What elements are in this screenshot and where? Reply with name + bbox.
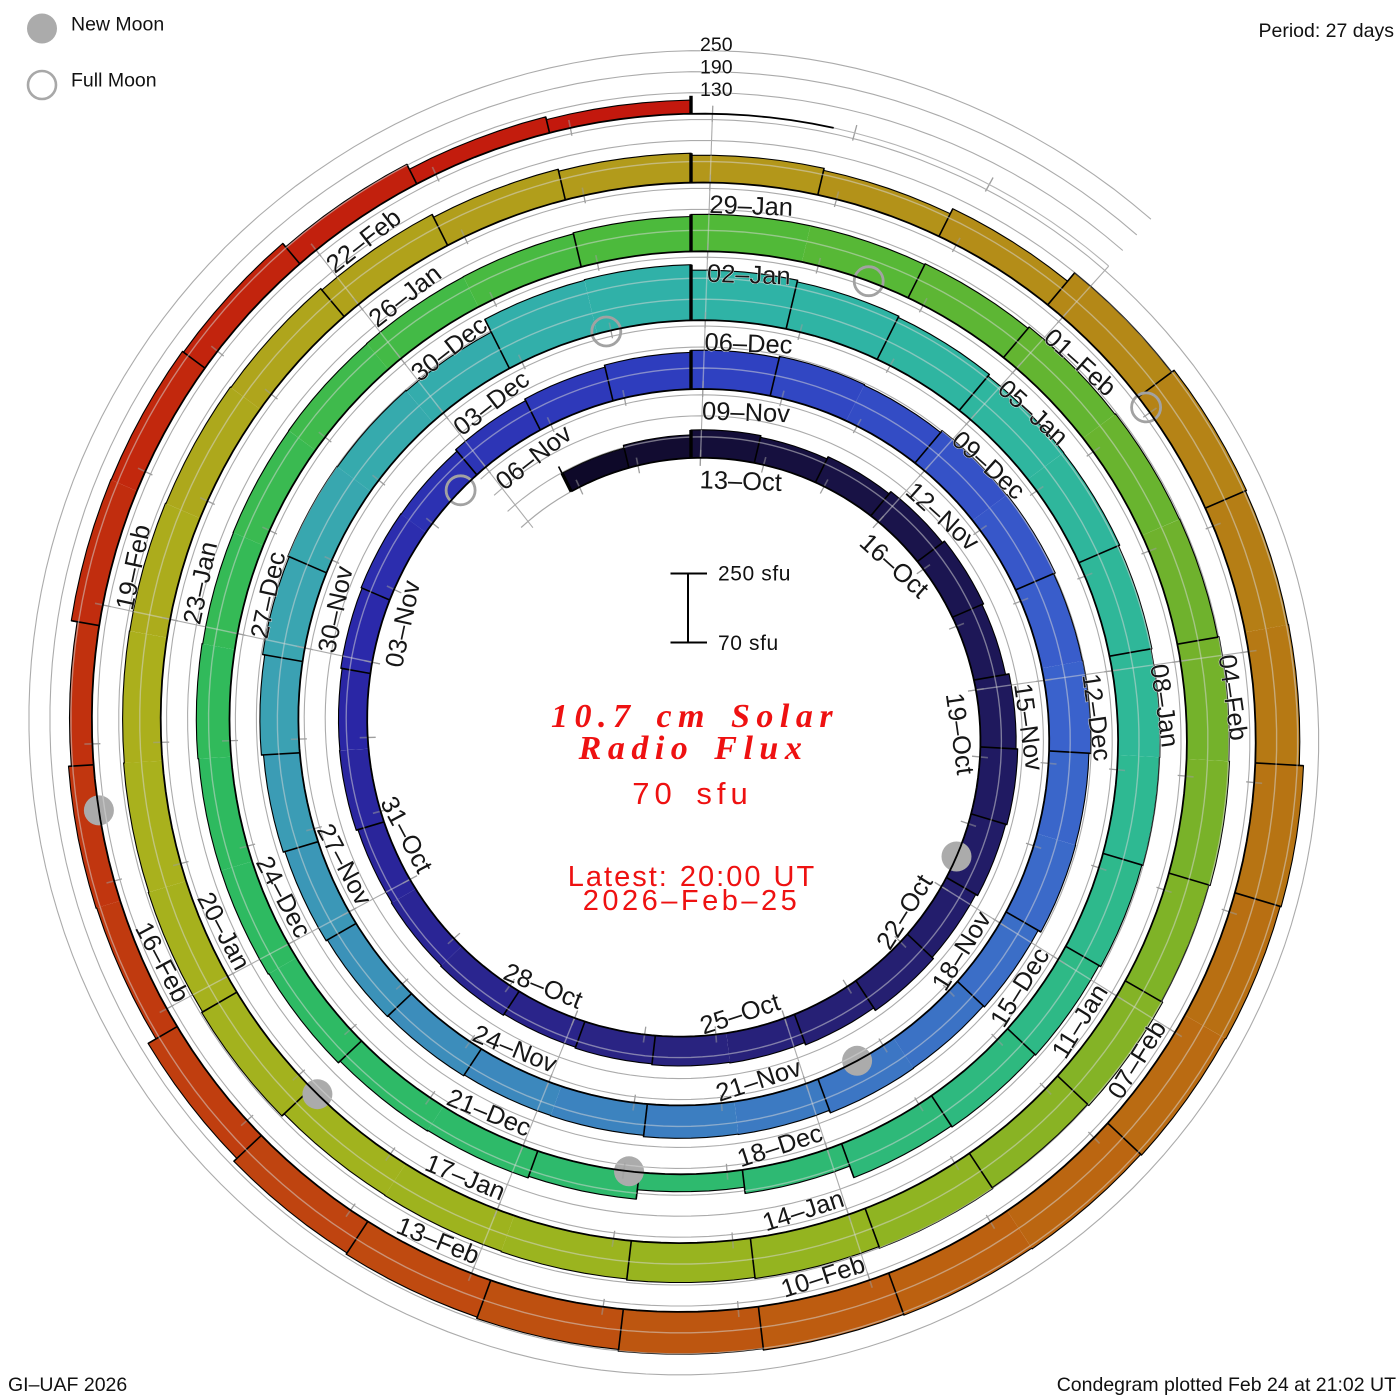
svg-text:250 sfu: 250 sfu bbox=[718, 563, 791, 586]
svg-text:Condegram plotted Feb 24 at 21: Condegram plotted Feb 24 at 21:02 UT bbox=[1057, 1374, 1396, 1396]
svg-text:New Moon: New Moon bbox=[71, 14, 164, 36]
svg-text:GI–UAF 2026: GI–UAF 2026 bbox=[8, 1374, 127, 1396]
svg-text:Full Moon: Full Moon bbox=[71, 70, 157, 92]
svg-text:70 sfu: 70 sfu bbox=[632, 776, 752, 811]
svg-text:190: 190 bbox=[700, 57, 733, 79]
svg-text:06–Dec: 06–Dec bbox=[704, 329, 793, 360]
svg-text:2026–Feb–25: 2026–Feb–25 bbox=[583, 885, 801, 917]
svg-text:09–Nov: 09–Nov bbox=[702, 397, 791, 428]
svg-text:10.7 cm Solar: 10.7 cm Solar bbox=[551, 698, 839, 735]
svg-text:70 sfu: 70 sfu bbox=[718, 632, 779, 655]
svg-text:29–Jan: 29–Jan bbox=[709, 191, 794, 222]
svg-text:130: 130 bbox=[700, 79, 733, 101]
svg-text:Radio Flux: Radio Flux bbox=[578, 730, 809, 767]
svg-text:Period: 27 days: Period: 27 days bbox=[1258, 20, 1394, 42]
svg-text:Latest: 20:00 UT: Latest: 20:00 UT bbox=[568, 861, 816, 893]
svg-text:13–Oct: 13–Oct bbox=[699, 466, 782, 497]
svg-text:250: 250 bbox=[700, 34, 733, 56]
svg-text:02–Jan: 02–Jan bbox=[706, 260, 791, 291]
